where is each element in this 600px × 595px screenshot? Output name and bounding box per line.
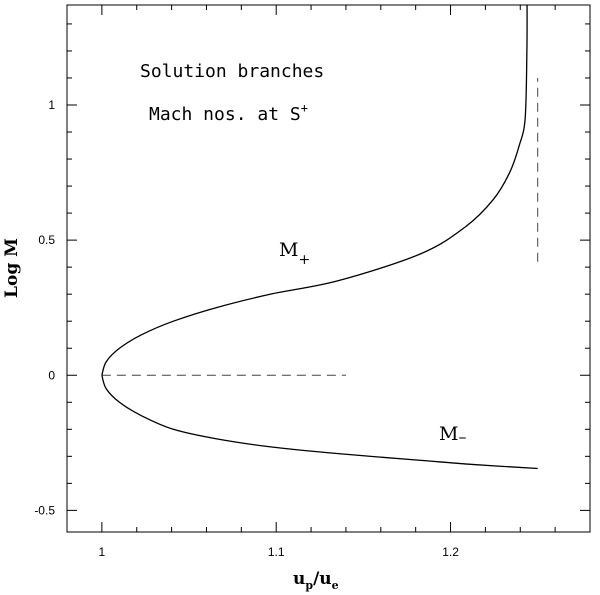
series-line-m-minus (101, 375, 538, 470)
y-tick-label: 0.5 (38, 233, 55, 247)
y-tick-label: -0.5 (34, 503, 55, 517)
series-lines (101, 4, 538, 470)
annotation-line1: Solution branches (140, 61, 324, 82)
reference-lines (101, 77, 539, 376)
series-label-m-plus-main: M (279, 239, 298, 261)
annotation-line2-sup: + (301, 101, 308, 115)
y-axis-label: Log M (2, 238, 22, 298)
series-label-m-minus: M– (439, 423, 466, 446)
x-axis-label-sep: /u (313, 569, 332, 589)
annotation-line2-text: Mach nos. at S (149, 104, 301, 125)
x-axis-label-sub1: p (305, 579, 313, 592)
series-label-m-minus-sub: – (458, 427, 466, 446)
annotation-line2: Mach nos. at S+ (149, 101, 308, 125)
y-tick-label: 1 (48, 98, 55, 112)
series-line-m-plus (101, 4, 528, 376)
x-axis-label: up/ue (293, 569, 339, 592)
x-axis-label-main: u (293, 569, 305, 589)
y-tick-label: 0 (48, 368, 55, 382)
x-tick-label: 1.2 (442, 545, 459, 559)
ticks (66, 5, 591, 532)
x-tick-label: 1 (99, 545, 106, 559)
x-axis-label-sub2: e (332, 579, 339, 592)
series-label-m-plus: M+ (279, 239, 310, 268)
series-label-m-minus-main: M (439, 423, 458, 445)
series-label-m-plus-sub: + (298, 252, 310, 268)
x-tick-label: 1.1 (268, 545, 285, 559)
tick-labels: 1 1.1 1.2 -0.5 0 0.5 1 (34, 98, 459, 559)
plot-frame (66, 4, 591, 533)
